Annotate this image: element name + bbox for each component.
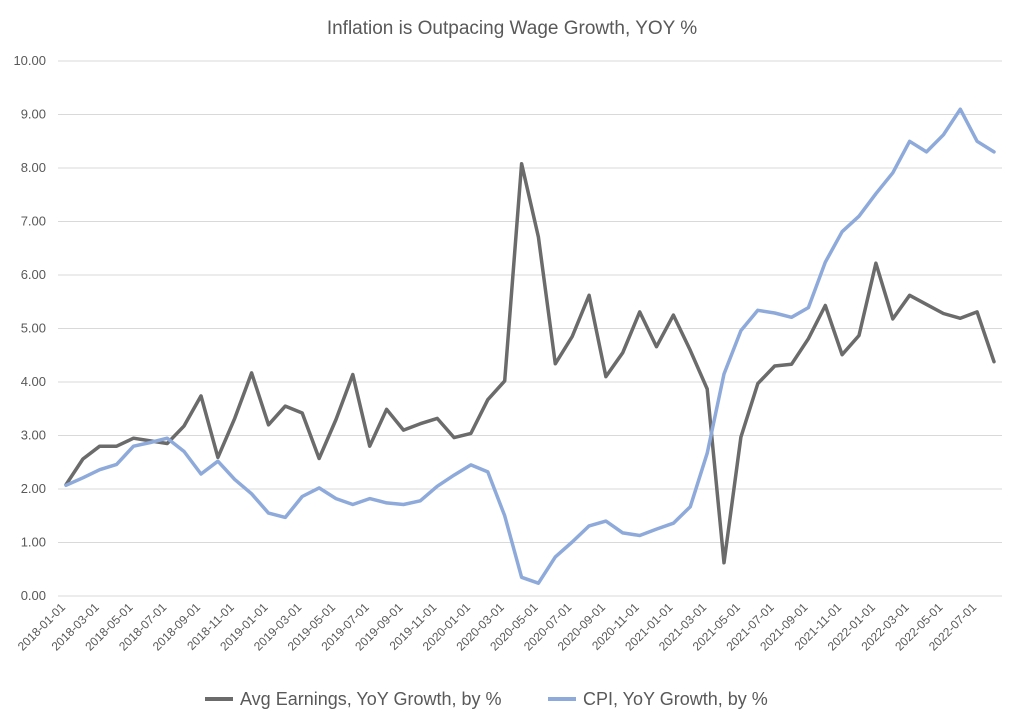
series-line-cpi [64, 107, 996, 585]
y-tick-label: 2.00 [21, 481, 46, 496]
y-tick-label: 3.00 [21, 428, 46, 443]
chart-title: Inflation is Outpacing Wage Growth, YOY … [327, 18, 697, 39]
y-tick-label: 8.00 [21, 160, 46, 175]
legend: Avg Earnings, YoY Growth, by % CPI, YoY G… [205, 689, 768, 709]
gridlines [58, 60, 1002, 597]
series-lines [64, 107, 996, 585]
y-tick-label: 4.00 [21, 374, 46, 389]
y-tick-label: 1.00 [21, 535, 46, 550]
y-tick-label: 10.00 [13, 53, 46, 68]
x-axis-tick-labels: 2018-01-012018-03-012018-05-012018-07-01… [15, 600, 980, 654]
series-line-avg-earnings [64, 161, 996, 565]
y-tick-label: 7.00 [21, 214, 46, 229]
y-axis-tick-labels: 0.00 1.00 2.00 3.00 4.00 5.00 6.00 7.00 8.00 9.00… [13, 53, 46, 603]
y-tick-label: 5.00 [21, 321, 46, 336]
y-tick-label: 6.00 [21, 267, 46, 282]
legend-label: Avg Earnings, YoY Growth, by % [240, 689, 502, 709]
y-tick-label: 9.00 [21, 107, 46, 122]
legend-label: CPI, YoY Growth, by % [583, 689, 768, 709]
y-tick-label: 0.00 [21, 588, 46, 603]
